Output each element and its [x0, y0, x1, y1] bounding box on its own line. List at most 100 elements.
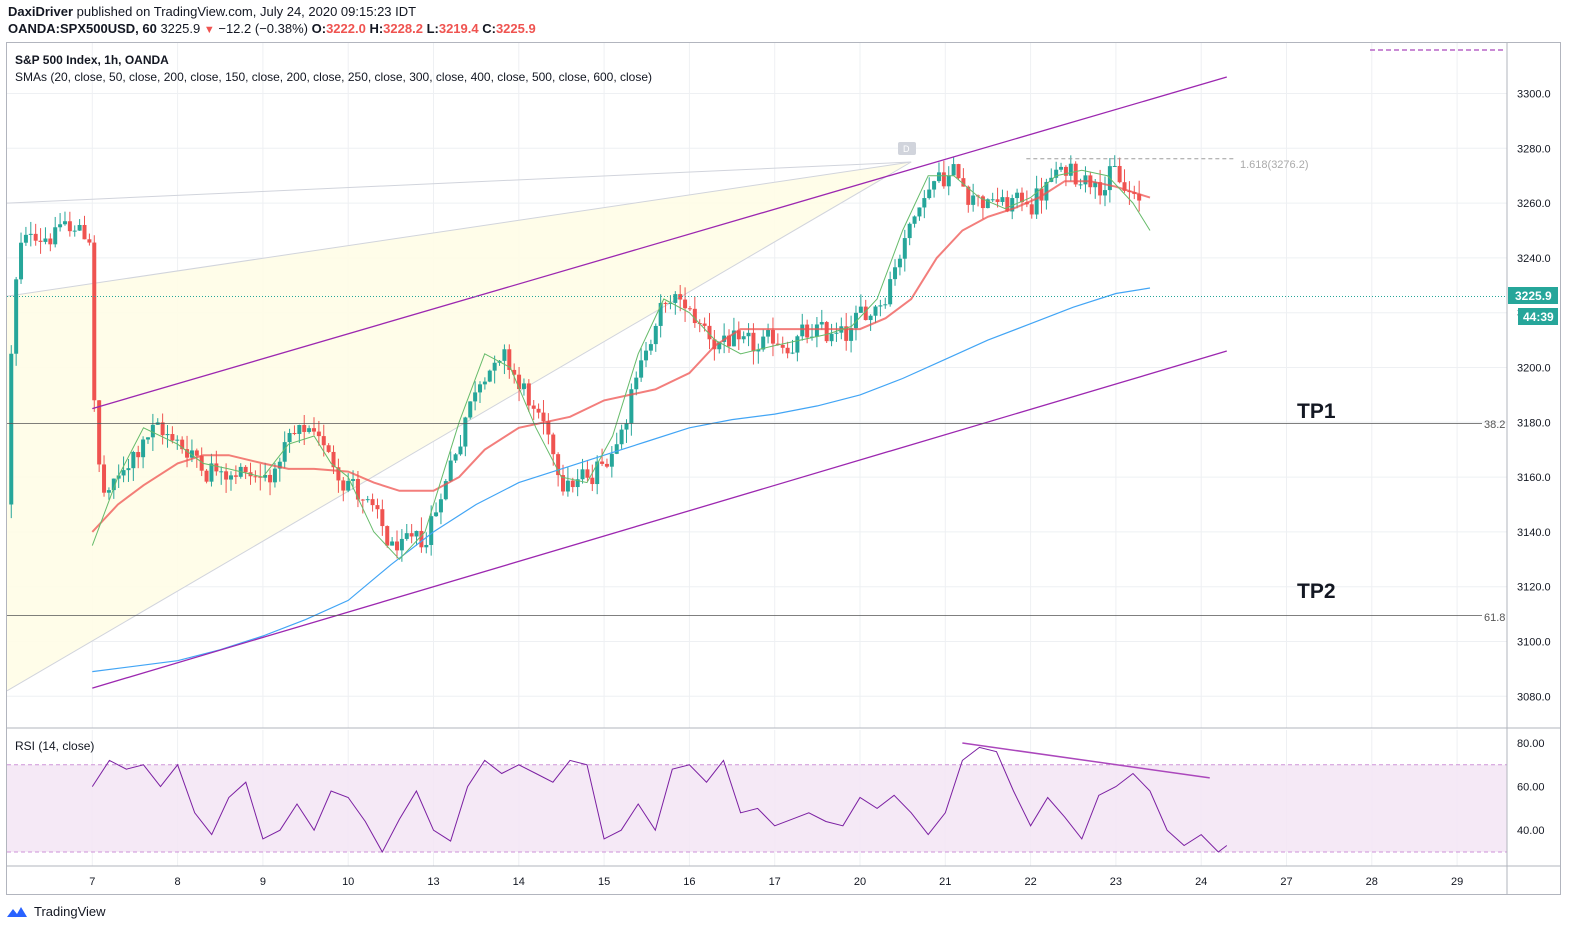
candle-body	[263, 474, 268, 478]
candle-body	[1083, 175, 1088, 185]
candle-body	[111, 478, 116, 491]
candle-body	[282, 442, 287, 462]
candle-body	[800, 324, 805, 337]
candle-body	[1034, 188, 1039, 215]
candle-body	[175, 439, 180, 441]
candle-body	[902, 238, 907, 259]
candle-body	[326, 445, 331, 452]
candle-body	[639, 360, 644, 378]
candle-body	[351, 479, 356, 481]
candle-body	[458, 446, 463, 455]
candle-body	[1112, 165, 1117, 167]
y-tick-label: 3100.0	[1517, 637, 1551, 649]
x-tick-label: 9	[260, 876, 266, 888]
close-label: C:	[482, 21, 496, 36]
candle-body	[946, 175, 951, 187]
candle-body	[160, 422, 165, 436]
candle-body	[507, 349, 512, 370]
candle-body	[219, 471, 224, 473]
candle-body	[145, 437, 150, 440]
candle-body	[521, 383, 526, 390]
candle-body	[1093, 182, 1098, 188]
x-tick-label: 7	[89, 876, 95, 888]
candle-body	[409, 533, 414, 537]
publisher-line: DaxiDriver published on TradingView.com,…	[8, 4, 416, 19]
candle-body	[629, 389, 634, 424]
candle-body	[961, 178, 966, 187]
candle-body	[448, 460, 453, 482]
candle-body	[53, 227, 58, 245]
candle-body	[653, 325, 658, 345]
x-tick-label: 27	[1280, 876, 1292, 888]
candle-body	[1015, 192, 1020, 199]
candle-body	[756, 349, 761, 352]
candle-body	[468, 401, 473, 418]
candle-body	[307, 428, 312, 432]
x-tick-label: 29	[1451, 876, 1463, 888]
candle-body	[106, 490, 111, 493]
candle-body	[87, 239, 92, 243]
candle-body	[917, 207, 922, 217]
candle-body	[604, 463, 609, 467]
candle-body	[561, 475, 566, 492]
candle-body	[375, 505, 380, 510]
candle-body	[380, 509, 385, 527]
candle-body	[136, 452, 141, 458]
candle-body	[185, 449, 190, 458]
candle-body	[980, 196, 985, 209]
candle-body	[707, 325, 712, 340]
candle-body	[1063, 166, 1068, 176]
fib-618-label: 61.8	[1484, 612, 1505, 624]
high-label: H:	[369, 21, 384, 36]
candle-body	[390, 541, 395, 546]
candle-body	[834, 332, 839, 334]
candle-body	[648, 344, 653, 351]
candle-body	[985, 199, 990, 209]
candle-body	[82, 224, 87, 240]
y-tick-label: 3300.0	[1517, 89, 1551, 101]
candle-body	[966, 186, 971, 205]
x-tick-label: 16	[683, 876, 695, 888]
candle-body	[224, 471, 229, 480]
candle-body	[1000, 197, 1005, 202]
candle-body	[888, 279, 893, 305]
candle-body	[424, 544, 429, 548]
candle-body	[482, 381, 487, 385]
candle-body	[868, 315, 873, 321]
candle-body	[971, 195, 976, 205]
candle-body	[23, 234, 28, 243]
candle-body	[932, 181, 937, 190]
rsi-divergence-line	[962, 742, 1210, 779]
candle-body	[517, 374, 522, 390]
open-label: O:	[311, 21, 327, 36]
candle-body	[570, 480, 575, 488]
candle-body	[102, 464, 107, 493]
candle-body	[502, 349, 507, 361]
y-tick-label: 3180.0	[1517, 417, 1551, 429]
candle-body	[92, 242, 97, 401]
candle-body	[844, 326, 849, 341]
price-badge-value: 3225.9	[1515, 289, 1552, 303]
candle-body	[287, 433, 292, 443]
candle-body	[438, 499, 443, 513]
candle-body	[814, 324, 819, 337]
candle-body	[541, 412, 546, 422]
x-tick-label: 15	[598, 876, 610, 888]
candle-body	[780, 344, 785, 348]
candle-body	[927, 189, 932, 199]
candle-body	[580, 469, 585, 480]
candle-body	[595, 461, 600, 485]
candle-body	[526, 383, 531, 406]
candle-body	[72, 230, 77, 232]
candle-body	[624, 423, 629, 430]
candle-body	[883, 304, 888, 306]
candle-body	[243, 466, 248, 473]
candle-body	[766, 330, 771, 337]
candle-body	[478, 384, 483, 393]
candle-body	[1054, 169, 1059, 178]
candle-body	[414, 530, 419, 537]
candle-body	[233, 475, 238, 477]
candle-body	[1137, 193, 1142, 201]
candle-body	[180, 439, 185, 450]
